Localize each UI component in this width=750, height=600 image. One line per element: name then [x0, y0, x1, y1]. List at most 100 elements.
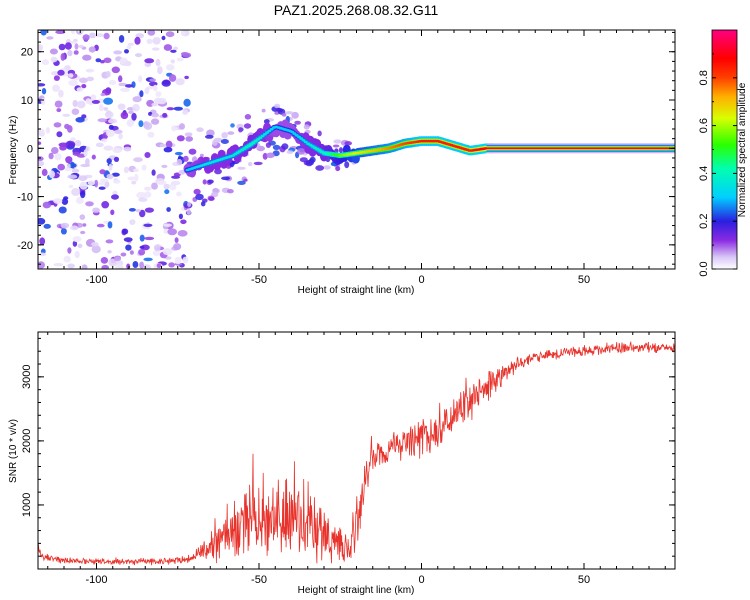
ridge-core — [290, 130, 295, 134]
noise-blob — [174, 256, 182, 265]
noise-blob — [111, 66, 121, 74]
chart-title: PAZ1.2025.268.08.32.G11 — [274, 2, 439, 18]
noise-blob — [138, 75, 143, 83]
noise-blob — [65, 156, 73, 164]
noise-blob — [227, 189, 234, 194]
noise-blob — [38, 160, 45, 167]
noise-blob — [53, 122, 62, 128]
noise-blob — [81, 84, 87, 89]
noise-blob — [91, 245, 101, 254]
ridge-tail — [486, 147, 675, 150]
noise-blob — [70, 40, 77, 45]
noise-blob — [82, 223, 87, 227]
noise-blob — [237, 180, 246, 185]
noise-blob — [91, 242, 99, 247]
noise-blob — [161, 35, 166, 41]
noise-blob — [71, 188, 81, 196]
snr-panel: -100 -50 0 50 1000 2000 3000 Height of straig… — [8, 331, 676, 596]
x-tick-label: 50 — [578, 574, 590, 586]
noise-blob — [118, 75, 123, 83]
ridge-core — [299, 137, 304, 140]
noise-blob — [202, 179, 207, 185]
noise-blob — [338, 147, 343, 154]
noise-blob — [170, 59, 175, 64]
noise-blob — [56, 108, 62, 113]
noise-blob — [263, 119, 270, 124]
noise-blob — [39, 252, 47, 257]
noise-blob — [38, 44, 43, 52]
noise-blob — [286, 150, 294, 155]
noise-blob — [170, 180, 181, 186]
noise-blob — [85, 146, 91, 152]
noise-blob — [38, 83, 46, 87]
noise-blob — [114, 129, 123, 134]
noise-blob — [59, 144, 67, 151]
noise-blob — [103, 97, 113, 105]
noise-blob — [173, 106, 183, 111]
y-tick-label: 20 — [21, 47, 33, 59]
noise-blob — [323, 165, 331, 170]
y-tick-label: 0 — [27, 143, 33, 155]
noise-blob — [113, 256, 122, 262]
noise-blob — [82, 34, 90, 41]
noise-blob — [156, 263, 162, 269]
noise-blob — [207, 179, 214, 184]
noise-blob — [199, 153, 204, 158]
noise-blob — [151, 118, 160, 125]
noise-blob — [72, 100, 78, 107]
noise-blob — [107, 221, 113, 229]
noise-blob — [261, 108, 266, 113]
noise-blob — [88, 99, 94, 106]
noise-blob — [243, 178, 248, 182]
noise-blob — [165, 140, 173, 149]
noise-blob — [91, 154, 96, 160]
noise-blob — [68, 79, 78, 87]
noise-blob — [48, 152, 54, 160]
noise-blob — [131, 180, 137, 185]
noise-blob — [80, 163, 91, 168]
noise-blob — [178, 169, 186, 175]
spectrogram-y-label: Frequency (Hz) — [8, 116, 19, 185]
noise-blob — [101, 201, 110, 209]
noise-blob — [76, 87, 84, 92]
x-tick-label: 50 — [578, 274, 590, 286]
noise-blob — [149, 78, 157, 82]
noise-blob — [101, 138, 108, 143]
noise-blob — [165, 31, 175, 38]
noise-blob — [161, 79, 171, 87]
noise-blob — [132, 261, 139, 268]
noise-blob — [344, 141, 353, 146]
noise-blob — [144, 87, 150, 95]
spectrogram-panel: -100 -50 0 50 20 10 0 -10 -20 Height of straigh… — [8, 29, 676, 296]
noise-blob — [139, 90, 144, 98]
noise-blob — [139, 261, 145, 269]
noise-blob — [72, 236, 82, 243]
spectrogram-x-axis: -100 -50 0 50 — [47, 30, 666, 286]
spectrogram-y-axis: 20 10 0 -10 -20 — [17, 31, 675, 265]
noise-blob — [77, 243, 83, 248]
noise-blob — [45, 127, 51, 134]
noise-blob — [55, 30, 66, 34]
noise-blob — [144, 152, 151, 158]
noise-blob — [166, 107, 175, 111]
noise-blob — [174, 151, 183, 156]
colorbar-tick-label: 0.6 — [698, 118, 710, 133]
noise-blob — [38, 156, 44, 162]
noise-blob — [128, 208, 136, 212]
noise-blob — [94, 179, 99, 188]
noise-blob — [64, 65, 71, 71]
noise-blob — [42, 201, 51, 209]
noise-blob — [56, 131, 63, 138]
noise-blob — [164, 189, 170, 195]
noise-blob — [111, 194, 119, 200]
noise-blob — [177, 230, 188, 237]
noise-blob — [38, 217, 46, 225]
noise-blob — [144, 207, 154, 213]
noise-blob — [39, 237, 46, 246]
noise-blob — [88, 46, 96, 53]
noise-blob — [57, 163, 65, 171]
noise-blob — [281, 143, 289, 150]
noise-blob — [146, 38, 153, 45]
noise-blob — [221, 132, 228, 139]
noise-blob — [98, 186, 106, 190]
